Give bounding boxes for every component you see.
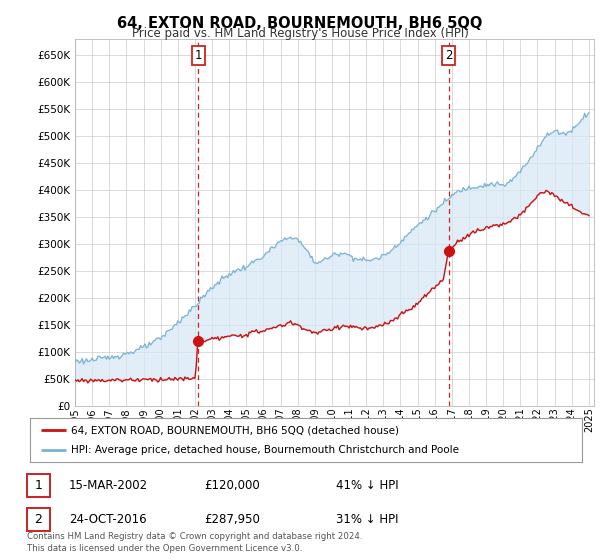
Text: 15-MAR-2002: 15-MAR-2002 bbox=[69, 479, 148, 492]
Text: 41% ↓ HPI: 41% ↓ HPI bbox=[336, 479, 398, 492]
Text: 1: 1 bbox=[34, 479, 43, 492]
Text: 1: 1 bbox=[195, 49, 202, 62]
Text: 2: 2 bbox=[445, 49, 452, 62]
Text: 64, EXTON ROAD, BOURNEMOUTH, BH6 5QQ: 64, EXTON ROAD, BOURNEMOUTH, BH6 5QQ bbox=[118, 16, 482, 31]
Text: £120,000: £120,000 bbox=[204, 479, 260, 492]
Text: Price paid vs. HM Land Registry's House Price Index (HPI): Price paid vs. HM Land Registry's House … bbox=[131, 27, 469, 40]
Text: 31% ↓ HPI: 31% ↓ HPI bbox=[336, 513, 398, 526]
Text: HPI: Average price, detached house, Bournemouth Christchurch and Poole: HPI: Average price, detached house, Bour… bbox=[71, 445, 460, 455]
Text: 24-OCT-2016: 24-OCT-2016 bbox=[69, 513, 146, 526]
Text: £287,950: £287,950 bbox=[204, 513, 260, 526]
Text: 2: 2 bbox=[34, 513, 43, 526]
Text: 64, EXTON ROAD, BOURNEMOUTH, BH6 5QQ (detached house): 64, EXTON ROAD, BOURNEMOUTH, BH6 5QQ (de… bbox=[71, 425, 400, 435]
Text: Contains HM Land Registry data © Crown copyright and database right 2024.
This d: Contains HM Land Registry data © Crown c… bbox=[27, 533, 362, 553]
